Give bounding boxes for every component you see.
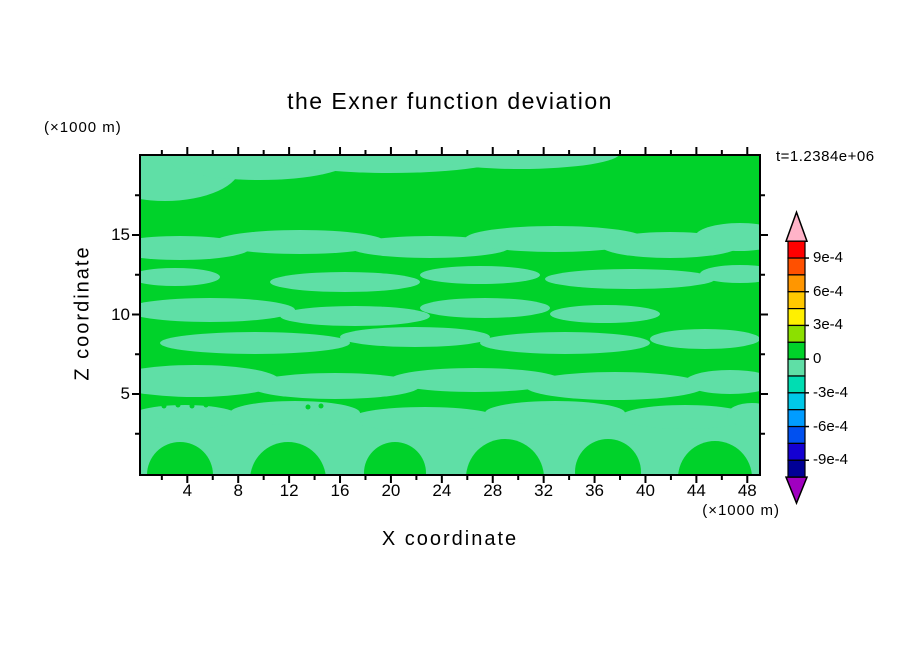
colorbar-segment bbox=[788, 410, 805, 427]
colorbar-tick-label: -3e-4 bbox=[813, 384, 848, 401]
colorbar-tick-label: 6e-4 bbox=[813, 283, 843, 300]
x-tick-label: 20 bbox=[371, 481, 411, 501]
colorbar-segment bbox=[788, 258, 805, 275]
contour-field bbox=[90, 133, 785, 518]
x-tick-label: 44 bbox=[676, 481, 716, 501]
colorbar-segment bbox=[788, 427, 805, 444]
x-tick-label: 32 bbox=[524, 481, 564, 501]
chart-title: the Exner function deviation bbox=[140, 88, 760, 115]
colorbar-tick-label: 9e-4 bbox=[813, 249, 843, 266]
x-axis-label: X coordinate bbox=[140, 528, 760, 551]
y-tick-label: 15 bbox=[96, 225, 130, 245]
colorbar-segment bbox=[788, 292, 805, 309]
y-axis-label: Z coordinate bbox=[72, 245, 95, 380]
figure-canvas: the Exner function deviation (×1000 m) t… bbox=[0, 0, 904, 654]
colorbar-segment bbox=[788, 460, 805, 477]
colorbar-segment bbox=[788, 275, 805, 292]
colorbar-segment bbox=[788, 443, 805, 460]
y-tick-label: 5 bbox=[96, 384, 130, 404]
time-annotation: t=1.2384e+06 bbox=[776, 148, 875, 165]
x-tick-label: 16 bbox=[320, 481, 360, 501]
colorbar-segment bbox=[788, 241, 805, 258]
colorbar-tick-label: -6e-4 bbox=[813, 418, 848, 435]
colorbar-segment bbox=[788, 342, 805, 359]
y-tick-label: 10 bbox=[96, 305, 130, 325]
x-tick-label: 4 bbox=[167, 481, 207, 501]
x-tick-label: 28 bbox=[473, 481, 513, 501]
x-axis-unit: (×1000 m) bbox=[600, 502, 780, 519]
x-tick-label: 8 bbox=[218, 481, 258, 501]
z-axis-unit: (×1000 m) bbox=[44, 119, 122, 136]
colorbar-arrow-bottom bbox=[786, 477, 807, 503]
x-tick-label: 24 bbox=[422, 481, 462, 501]
colorbar-segment bbox=[788, 309, 805, 326]
x-tick-label: 48 bbox=[727, 481, 767, 501]
colorbar-tick-label: 3e-4 bbox=[813, 316, 843, 333]
colorbar-segment bbox=[788, 393, 805, 410]
colorbar-tick-label: 0 bbox=[813, 350, 821, 367]
x-tick-label: 12 bbox=[269, 481, 309, 501]
colorbar-segment bbox=[788, 359, 805, 376]
colorbar bbox=[786, 212, 809, 503]
colorbar-arrow-top bbox=[786, 212, 807, 241]
colorbar-segment bbox=[788, 325, 805, 342]
x-tick-label: 40 bbox=[625, 481, 665, 501]
colorbar-segment bbox=[788, 376, 805, 393]
colorbar-tick-label: -9e-4 bbox=[813, 451, 848, 468]
x-tick-label: 36 bbox=[575, 481, 615, 501]
